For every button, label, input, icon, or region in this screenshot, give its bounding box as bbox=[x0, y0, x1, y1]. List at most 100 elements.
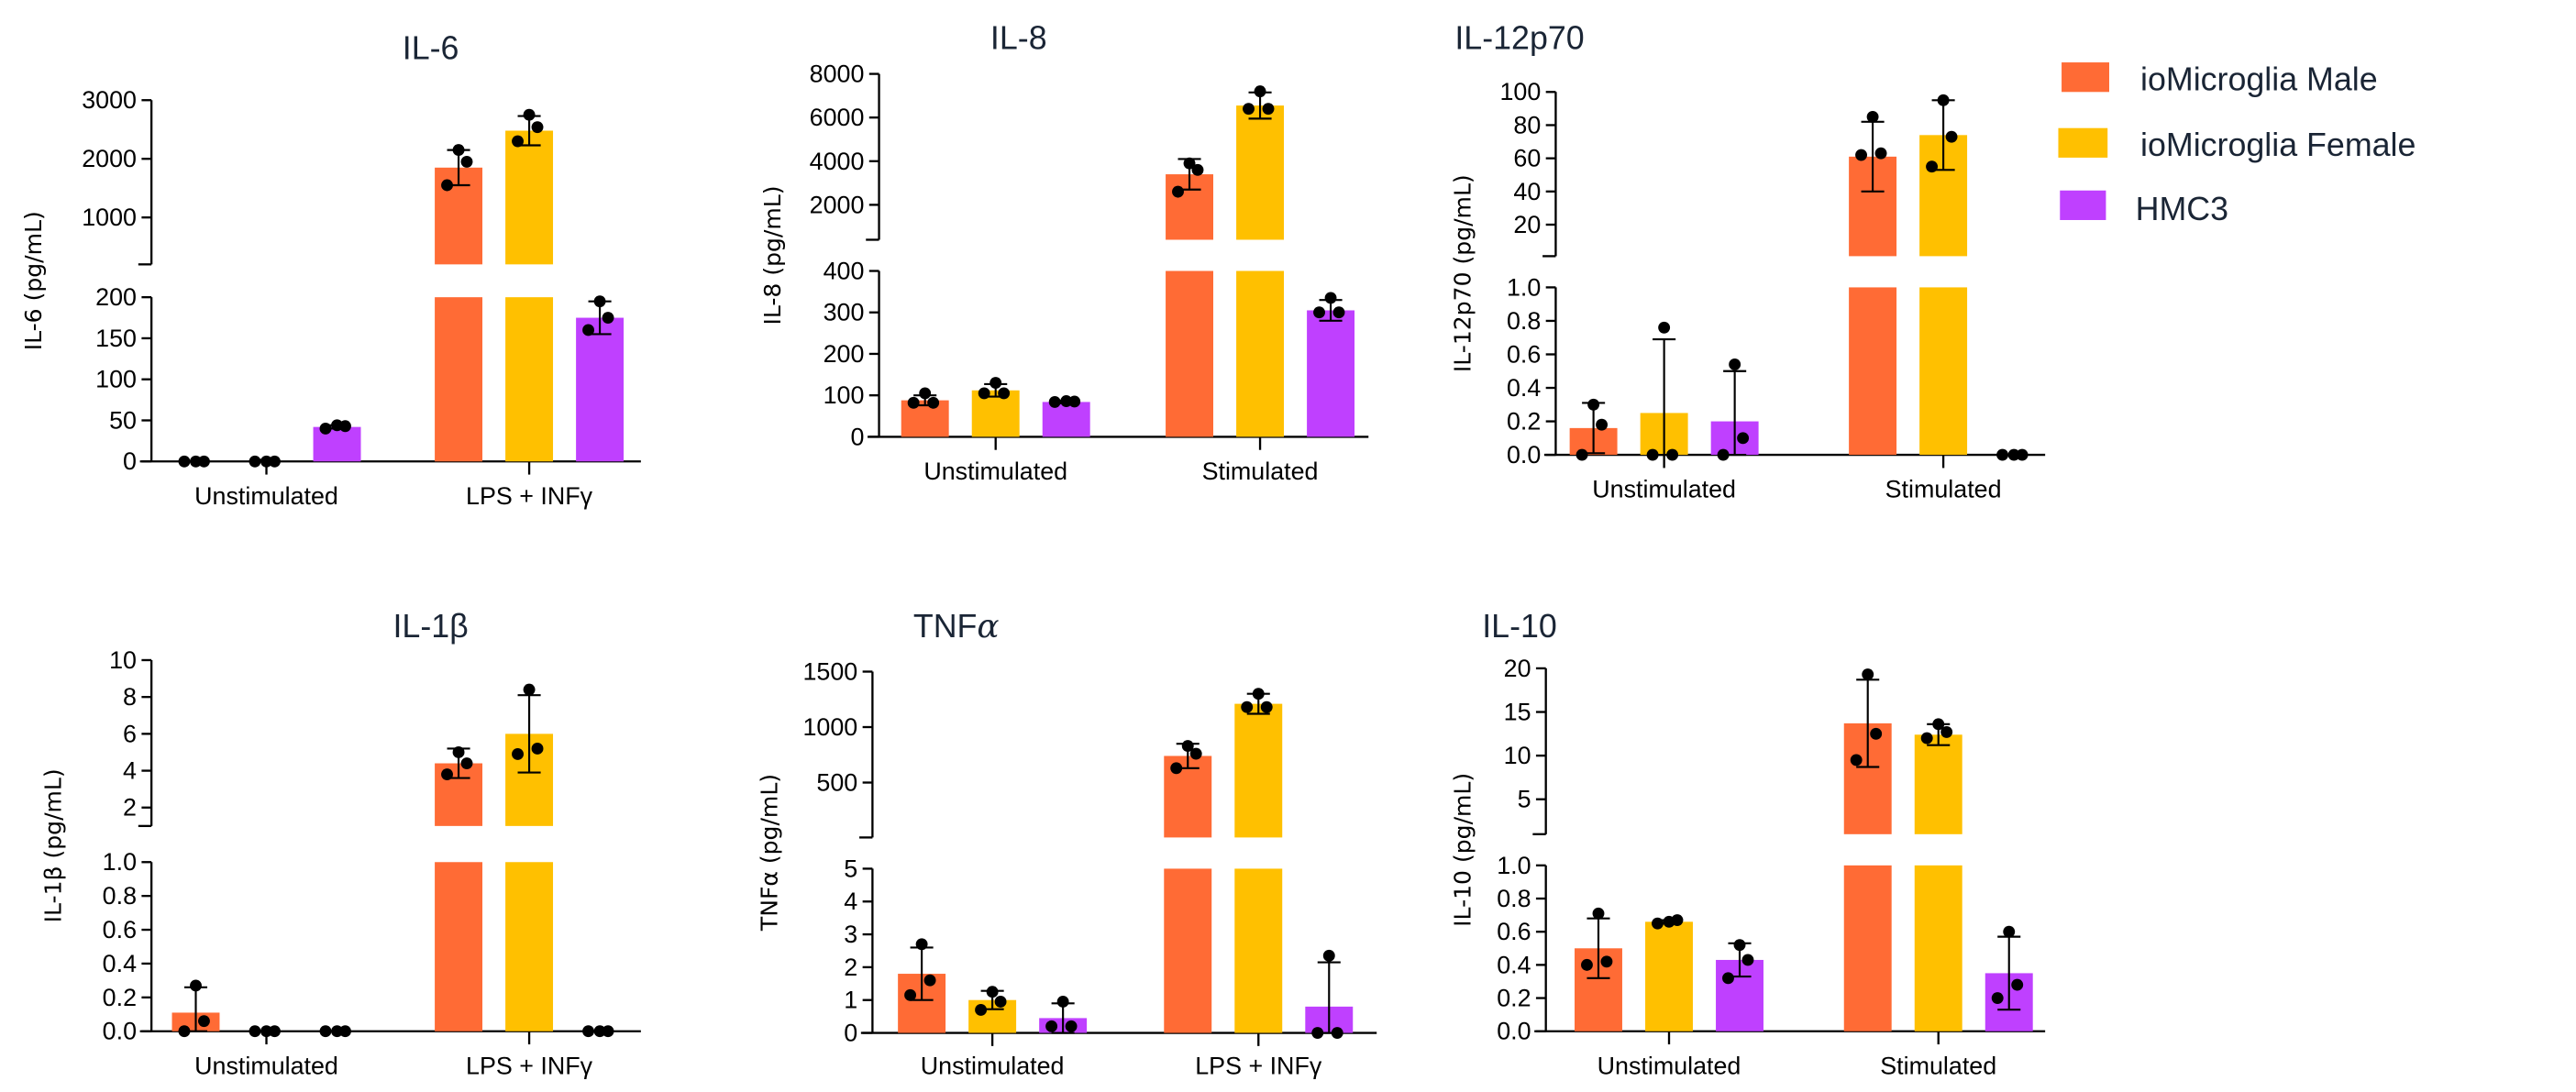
data-point bbox=[452, 144, 465, 157]
bar bbox=[1307, 310, 1355, 437]
y-tick-label: 0.2 bbox=[103, 984, 137, 1011]
y-tick-label: 10 bbox=[109, 646, 137, 674]
x-tick-label: Unstimulated bbox=[1592, 476, 1736, 503]
y-tick-label: 10 bbox=[1504, 742, 1531, 769]
legend-label-female: ioMicroglia Female bbox=[2140, 127, 2416, 163]
y-tick-label: 100 bbox=[1499, 78, 1541, 105]
data-point bbox=[269, 455, 281, 468]
data-point bbox=[1191, 163, 1204, 176]
data-point bbox=[1722, 972, 1734, 985]
data-point bbox=[1332, 306, 1345, 319]
data-point bbox=[198, 1015, 210, 1028]
data-point bbox=[1581, 958, 1593, 971]
panel-title: IL-1β bbox=[392, 608, 468, 645]
data-point bbox=[512, 748, 524, 760]
y-tick-label: 6 bbox=[123, 720, 137, 747]
y-tick-label: 40 bbox=[1513, 178, 1541, 205]
x-tick-label: LPS + INFγ bbox=[466, 1052, 593, 1079]
data-point bbox=[994, 996, 1007, 1008]
panel-title: IL-10 bbox=[1482, 608, 1557, 645]
data-point bbox=[602, 312, 614, 325]
data-point bbox=[1658, 321, 1671, 334]
bar-lower-part bbox=[1849, 287, 1897, 456]
legend-label-male: ioMicroglia Male bbox=[2140, 61, 2378, 98]
bar-lower-part bbox=[1234, 868, 1283, 1033]
y-tick-label: 0 bbox=[850, 423, 864, 450]
y-tick-label: 4 bbox=[123, 757, 137, 785]
y-tick-label: 0.0 bbox=[1507, 441, 1541, 469]
panel-1: IL-8 IL-8 (pg/mL) 0 100 200 300 400 2000 4000 600… bbox=[759, 20, 1369, 485]
data-point bbox=[441, 179, 453, 192]
y-tick-label: 0 bbox=[123, 447, 137, 475]
bar-upper-part bbox=[505, 130, 554, 265]
y-tick-label: 200 bbox=[824, 340, 865, 368]
data-point bbox=[2007, 448, 2020, 461]
legend-label-hmc3: HMC3 bbox=[2136, 191, 2228, 227]
data-point bbox=[331, 1025, 343, 1038]
data-point bbox=[178, 1025, 191, 1038]
data-point bbox=[1940, 725, 1953, 738]
data-point bbox=[907, 396, 920, 409]
data-point bbox=[1254, 85, 1266, 98]
data-point bbox=[1183, 157, 1196, 170]
panel-3: IL-1β IL-1β (pg/mL) 0.0 0.2 0.4 0.6 0.8 1.0 2 4 6 8… bbox=[40, 608, 641, 1079]
bar-lower-part bbox=[505, 297, 554, 462]
y-tick-label: 4000 bbox=[810, 148, 865, 175]
data-point bbox=[460, 757, 473, 769]
x-tick-label: Unstimulated bbox=[923, 458, 1067, 485]
data-point bbox=[1048, 395, 1061, 408]
data-point bbox=[1737, 432, 1750, 445]
data-point bbox=[1045, 1020, 1058, 1032]
y-tick-label: 6000 bbox=[810, 104, 865, 131]
y-tick-label: 0.6 bbox=[1497, 918, 1531, 945]
data-point bbox=[927, 396, 940, 409]
data-point bbox=[919, 387, 932, 400]
data-point bbox=[452, 746, 465, 758]
data-point bbox=[269, 1025, 281, 1038]
y-axis-label: IL-8 (pg/mL) bbox=[759, 185, 786, 325]
data-point bbox=[523, 683, 536, 696]
title-greek: α bbox=[977, 608, 999, 645]
panel-title: IL-8 bbox=[990, 20, 1047, 57]
data-point bbox=[1600, 955, 1613, 968]
data-point bbox=[1324, 292, 1337, 304]
y-axis-label: TNFα (pg/mL) bbox=[757, 774, 783, 932]
data-point bbox=[904, 988, 917, 1001]
data-point bbox=[2016, 448, 2029, 461]
y-tick-label: 50 bbox=[109, 406, 137, 434]
panel-title: TNFα bbox=[913, 608, 1000, 645]
data-point bbox=[602, 1025, 614, 1038]
data-point bbox=[1870, 727, 1883, 740]
data-point bbox=[1741, 954, 1754, 966]
data-point bbox=[1866, 110, 1879, 123]
panel-0: IL-6 IL-6 (pg/mL) 0 50 100 150 200 1000 2000 3000… bbox=[20, 29, 641, 510]
data-point bbox=[319, 1025, 332, 1038]
data-point bbox=[523, 108, 536, 121]
y-axis-label: IL-6 (pg/mL) bbox=[20, 211, 47, 350]
panel-5: IL-10 IL-10 (pg/mL) 0.0 0.2 0.4 0.6 0.8 1.0 5 10 1… bbox=[1449, 608, 2046, 1079]
y-axis-label: IL-1β (pg/mL) bbox=[40, 768, 67, 922]
data-point bbox=[260, 1025, 272, 1038]
bar-lower-part bbox=[1919, 287, 1968, 456]
y-tick-label: 0.4 bbox=[1497, 951, 1531, 978]
data-point bbox=[1596, 418, 1609, 431]
y-tick-label: 100 bbox=[95, 366, 137, 393]
data-point bbox=[512, 135, 524, 148]
data-point bbox=[1065, 1020, 1078, 1032]
bar-lower-part bbox=[505, 862, 554, 1031]
data-point bbox=[249, 455, 261, 468]
x-tick-label: Unstimulated bbox=[921, 1052, 1065, 1079]
data-point bbox=[1311, 1027, 1324, 1039]
data-point bbox=[460, 155, 473, 168]
y-tick-label: 15 bbox=[1504, 698, 1531, 725]
y-tick-label: 0 bbox=[844, 1019, 857, 1046]
panels: IL-6IL-6 (pg/mL)050100150200100020003000… bbox=[20, 20, 2046, 1079]
data-point bbox=[1252, 688, 1265, 700]
x-tick-label: Unstimulated bbox=[194, 1052, 338, 1079]
data-point bbox=[1060, 395, 1073, 407]
data-point bbox=[1729, 358, 1741, 370]
data-point bbox=[1331, 1027, 1343, 1039]
legend-swatch-hmc3 bbox=[2060, 190, 2106, 220]
data-point bbox=[1666, 448, 1679, 461]
